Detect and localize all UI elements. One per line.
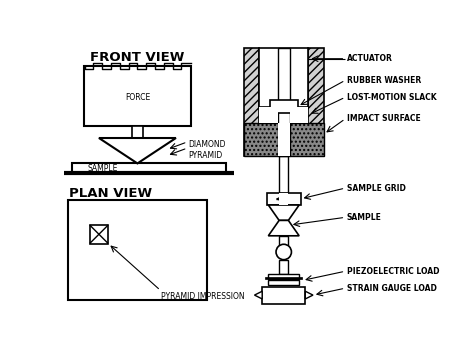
Bar: [268, 274, 299, 279]
Bar: [72, 164, 226, 173]
Bar: [132, 126, 143, 140]
Circle shape: [276, 244, 292, 260]
Bar: [262, 287, 305, 303]
Bar: [244, 48, 259, 156]
Polygon shape: [305, 291, 313, 299]
Bar: [267, 193, 301, 205]
Text: SAMPLE GRID: SAMPLE GRID: [347, 183, 406, 192]
Text: PYRAMID IMPRESSION: PYRAMID IMPRESSION: [161, 292, 245, 301]
Text: DIAMOND
PYRAMID: DIAMOND PYRAMID: [188, 140, 226, 160]
Bar: [279, 236, 288, 247]
Polygon shape: [255, 291, 262, 299]
Bar: [309, 48, 324, 156]
Polygon shape: [268, 220, 299, 236]
Polygon shape: [99, 138, 176, 164]
Bar: [279, 156, 288, 193]
Bar: [290, 122, 324, 156]
Text: PIEZOELECTRIC LOAD: PIEZOELECTRIC LOAD: [347, 267, 439, 276]
Text: SAMPLE: SAMPLE: [87, 164, 118, 173]
Bar: [259, 48, 309, 107]
Bar: [259, 107, 278, 122]
Polygon shape: [268, 205, 299, 220]
Text: FRONT VIEW: FRONT VIEW: [90, 51, 184, 64]
Bar: [90, 225, 108, 244]
Bar: [290, 107, 309, 122]
Text: LOST-MOTION SLACK: LOST-MOTION SLACK: [347, 93, 437, 102]
Text: SAMPLE: SAMPLE: [347, 213, 382, 222]
Bar: [68, 200, 207, 300]
Bar: [270, 100, 298, 113]
Text: ACTUATOR: ACTUATOR: [347, 54, 393, 63]
Bar: [279, 193, 288, 205]
Bar: [244, 122, 278, 156]
Bar: [279, 260, 288, 274]
Bar: [265, 277, 302, 279]
Text: FORCE: FORCE: [125, 93, 150, 102]
Text: IMPACT SURFACE: IMPACT SURFACE: [347, 114, 420, 123]
Bar: [278, 48, 290, 156]
Bar: [83, 66, 191, 126]
Text: PLAN VIEW: PLAN VIEW: [69, 187, 152, 199]
Bar: [278, 122, 290, 156]
Bar: [268, 280, 299, 285]
Text: RUBBER WASHER: RUBBER WASHER: [347, 76, 421, 85]
Text: STRAIN GAUGE LOAD: STRAIN GAUGE LOAD: [347, 284, 437, 293]
